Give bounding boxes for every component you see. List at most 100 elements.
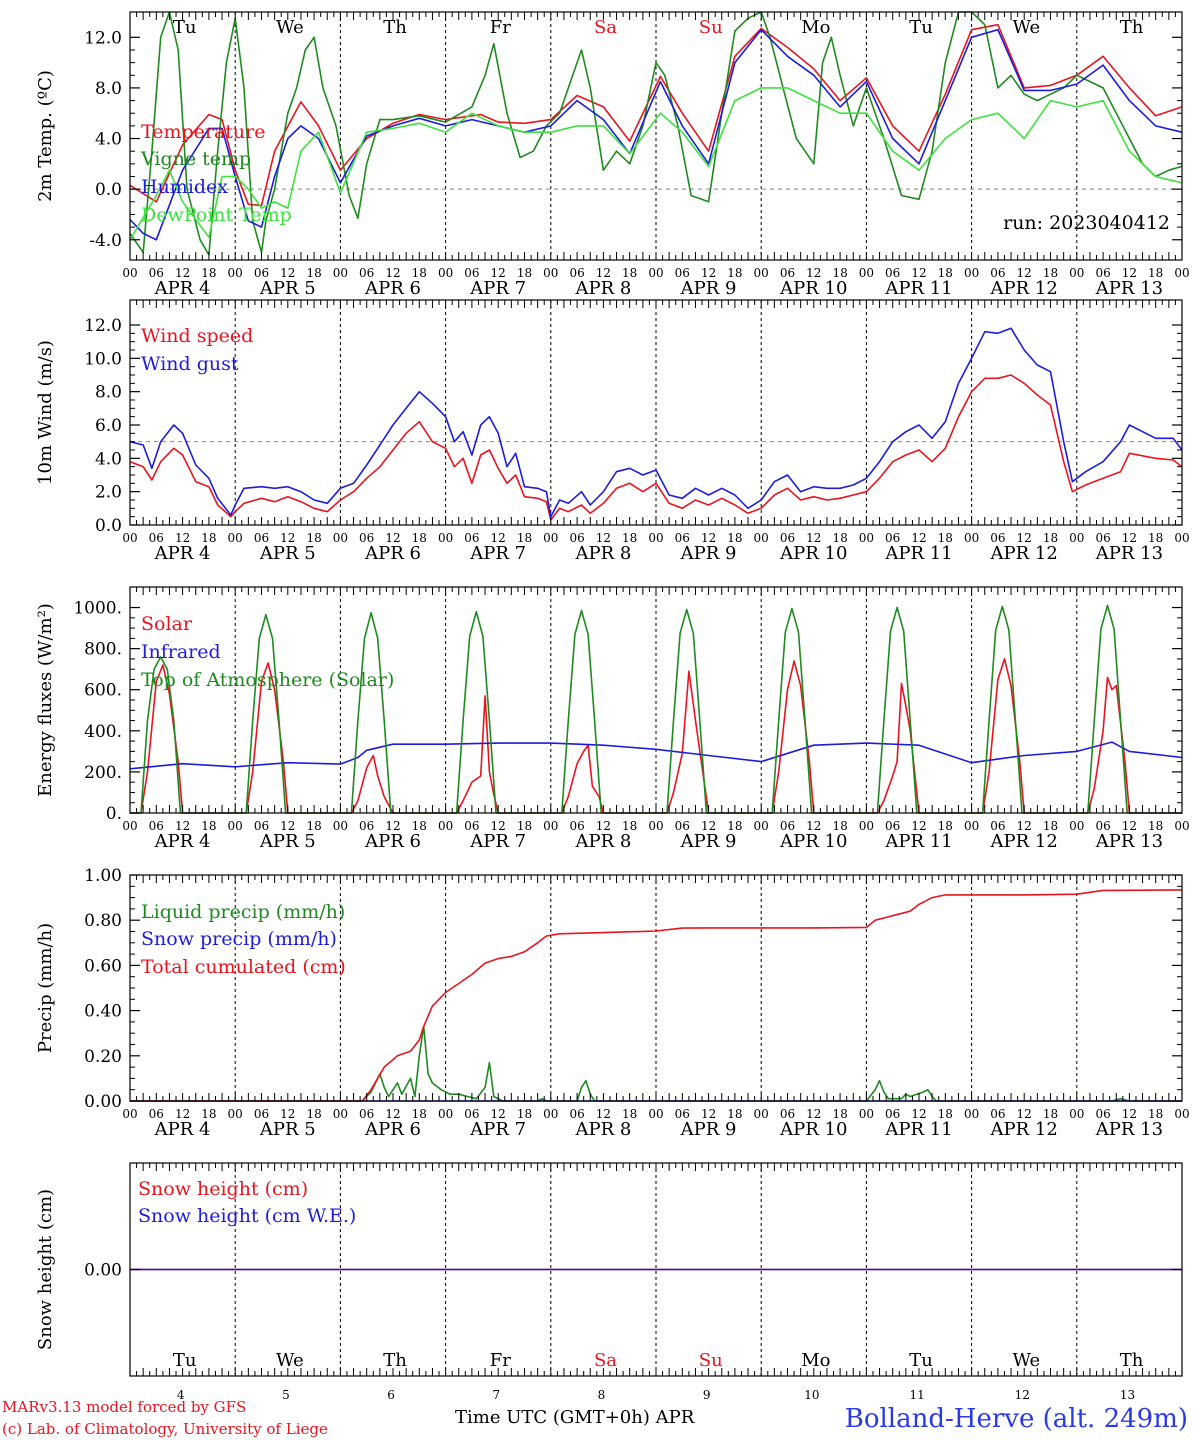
chart-panel-4: 1.00 0.80 0.60 0.40 0.20 0.00 Precip (mm/h) Liq… <box>35 866 1190 1140</box>
hour-label: 06 <box>359 266 374 280</box>
hour-label: 12 <box>596 531 611 545</box>
y-tick-label: 800. <box>84 640 122 660</box>
hour-label: 12 <box>491 1107 506 1121</box>
hour-label: 00 <box>964 531 979 545</box>
hour-label: 18 <box>938 531 953 545</box>
date-number: 10 <box>804 1388 819 1402</box>
hour-label: 06 <box>254 531 269 545</box>
weekday-label: We <box>276 17 304 38</box>
date-label: APR 12 <box>990 278 1058 299</box>
hour-label: 06 <box>675 819 690 833</box>
date-label: APR 7 <box>469 278 526 299</box>
hour-label: 00 <box>859 531 874 545</box>
hour-label: 06 <box>1095 266 1110 280</box>
hour-label: 18 <box>517 531 532 545</box>
date-number: 7 <box>492 1388 500 1402</box>
weekday-label: Th <box>383 17 407 38</box>
date-label: APR 9 <box>680 278 737 299</box>
weekday-label: Fr <box>490 1350 511 1371</box>
date-number: 12 <box>1015 1388 1030 1402</box>
hour-label: 18 <box>1148 531 1163 545</box>
hour-label: 00 <box>333 531 348 545</box>
legend-entry: Infrared <box>141 641 221 663</box>
y-tick-label: 12.0 <box>84 28 122 48</box>
hour-label: 00 <box>1069 266 1084 280</box>
legend-entry: Humidex <box>141 176 228 198</box>
weekday-label: Th <box>383 1350 407 1371</box>
hour-label: 00 <box>228 819 243 833</box>
hour-label: 12 <box>1017 819 1032 833</box>
hour-label: 06 <box>990 266 1005 280</box>
hour-label: 00 <box>648 819 663 833</box>
date-label: APR 11 <box>884 831 952 852</box>
hour-label: 00 <box>333 1107 348 1121</box>
weekday-label: Mo <box>801 17 830 38</box>
hour-label: 18 <box>727 1107 742 1121</box>
weekday-label: Fr <box>490 17 511 38</box>
hour-label: 00 <box>228 266 243 280</box>
hour-label: 18 <box>622 266 637 280</box>
hour-label: 00 <box>754 266 769 280</box>
legend-entry: Solar <box>141 613 193 635</box>
hour-label: 12 <box>175 1107 190 1121</box>
hour-label: 00 <box>648 266 663 280</box>
date-label: APR 13 <box>1095 831 1163 852</box>
hour-label: 12 <box>1122 266 1137 280</box>
hour-label: 12 <box>701 819 716 833</box>
y-tick-label: 0.0 <box>95 180 122 200</box>
hour-label: 00 <box>543 819 558 833</box>
hour-label: 18 <box>517 266 532 280</box>
y-tick-label: 0.00 <box>84 1261 122 1281</box>
hour-label: 00 <box>859 1107 874 1121</box>
hour-label: 12 <box>911 819 926 833</box>
legend-entry: Wind speed <box>141 325 253 347</box>
hour-label: 06 <box>359 819 374 833</box>
weekday-label: We <box>276 1350 304 1371</box>
y-axis-title: 2m Temp. (ºC) <box>35 70 56 202</box>
weekday-label: Th <box>1120 1350 1144 1371</box>
hour-label: 00 <box>964 1107 979 1121</box>
hour-label: 12 <box>1017 531 1032 545</box>
date-label: APR 11 <box>884 543 952 564</box>
date-label: APR 10 <box>779 278 847 299</box>
hour-label: 18 <box>1043 819 1058 833</box>
weekday-label: Th <box>1120 17 1144 38</box>
hour-label: 18 <box>832 531 847 545</box>
date-label: APR 6 <box>364 831 421 852</box>
hour-label: 12 <box>806 266 821 280</box>
hour-label: 00 <box>122 531 137 545</box>
weekday-label: Sa <box>594 1350 617 1371</box>
hour-label: 12 <box>175 266 190 280</box>
hour-label: 18 <box>1043 531 1058 545</box>
hour-label: 00 <box>754 1107 769 1121</box>
hour-label: 12 <box>385 531 400 545</box>
hour-label: 06 <box>569 266 584 280</box>
weekday-label: Sa <box>594 17 617 38</box>
date-label: APR 8 <box>574 831 631 852</box>
hour-label: 06 <box>675 266 690 280</box>
legend-entry: Total cumulated (cm) <box>141 956 346 978</box>
legend-entry: Liquid precip (mm/h) <box>141 901 345 923</box>
hour-label: 18 <box>938 1107 953 1121</box>
hour-label: 06 <box>780 1107 795 1121</box>
hour-label: 18 <box>622 1107 637 1121</box>
y-axis-title: Precip (mm/h) <box>35 923 56 1053</box>
hour-label: 12 <box>911 531 926 545</box>
hour-label: 06 <box>254 1107 269 1121</box>
date-number: 4 <box>177 1388 185 1402</box>
date-label: APR 7 <box>469 1119 526 1140</box>
date-label: APR 7 <box>469 831 526 852</box>
hour-label: 00 <box>228 531 243 545</box>
y-tick-label: 12.0 <box>84 316 122 336</box>
chart-panel-1: 12.0 8.0 4.0 0.0 -4.0 2m Temp. (ºC) Temperatur… <box>35 11 1190 299</box>
hour-label: 00 <box>964 266 979 280</box>
hour-label: 18 <box>938 819 953 833</box>
hour-label: 06 <box>780 531 795 545</box>
series-infrared <box>129 741 1183 770</box>
hour-label: 00 <box>1174 531 1189 545</box>
hour-label: 06 <box>464 266 479 280</box>
date-label: APR 6 <box>364 1119 421 1140</box>
hour-label: 06 <box>675 1107 690 1121</box>
